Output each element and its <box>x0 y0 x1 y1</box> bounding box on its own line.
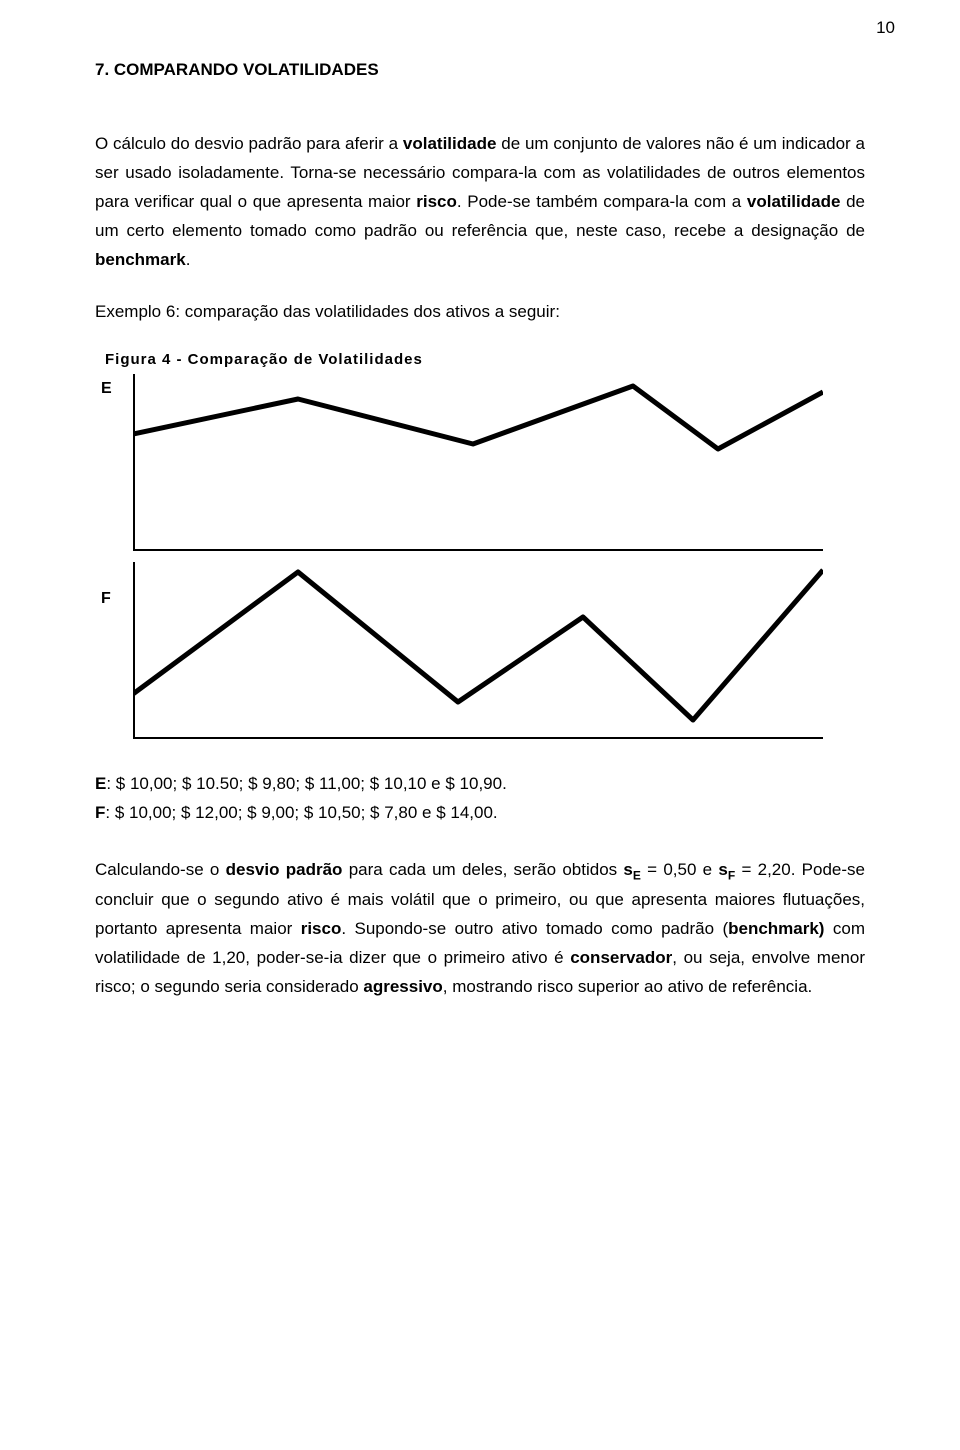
values: : $ 10,00; $ 10.50; $ 9,80; $ 11,00; $ 1… <box>106 774 506 793</box>
series-f-values: F: $ 10,00; $ 12,00; $ 9,00; $ 10,50; $ … <box>95 799 865 828</box>
text: , mostrando risco superior ao ativo de r… <box>443 977 812 996</box>
label: E <box>95 774 106 793</box>
text: Calculando-se o <box>95 860 226 879</box>
bold-text: risco <box>416 192 457 211</box>
paragraph-2: Exemplo 6: comparação das volatilidades … <box>95 298 865 327</box>
bold-text: s <box>623 860 632 879</box>
bold-text: s <box>718 860 727 879</box>
chart-label-e: E <box>95 374 133 398</box>
text: . Supondo-se outro ativo tomado como pad… <box>341 919 728 938</box>
chart-svg-e <box>133 374 823 552</box>
bold-text: volatilidade <box>403 134 497 153</box>
chart-row-e: E <box>95 374 865 552</box>
bold-text: benchmark) <box>728 919 824 938</box>
chart-label-f: F <box>95 562 133 608</box>
chart-svg-f <box>133 562 823 740</box>
label: F <box>95 803 105 822</box>
chart-title: Figura 4 - Comparação de Volatilidades <box>105 351 865 368</box>
text: para cada um deles, serão obtidos <box>342 860 623 879</box>
document-page: 10 7. COMPARANDO VOLATILIDADES O cálculo… <box>0 0 960 1450</box>
series-e-values: E: $ 10,00; $ 10.50; $ 9,80; $ 11,00; $ … <box>95 770 865 799</box>
bold-text: desvio padrão <box>226 860 343 879</box>
values: : $ 10,00; $ 12,00; $ 9,00; $ 10,50; $ 7… <box>105 803 497 822</box>
volatility-chart: Figura 4 - Comparação de Volatilidades E… <box>95 351 865 740</box>
paragraph-1: O cálculo do desvio padrão para aferir a… <box>95 130 865 274</box>
section-heading: 7. COMPARANDO VOLATILIDADES <box>95 60 865 80</box>
text: . <box>186 250 191 269</box>
paragraph-3: Calculando-se o desvio padrão para cada … <box>95 856 865 1001</box>
subscript: E <box>633 869 641 883</box>
bold-text: risco <box>301 919 342 938</box>
text: O cálculo do desvio padrão para aferir a <box>95 134 403 153</box>
text: = 0,50 e <box>641 860 718 879</box>
bold-text: volatilidade <box>747 192 841 211</box>
bold-text: benchmark <box>95 250 186 269</box>
chart-row-f: F <box>95 562 865 740</box>
page-number: 10 <box>876 18 895 38</box>
bold-text: agressivo <box>363 977 442 996</box>
text: . Pode-se também compara-la com a <box>457 192 747 211</box>
bold-text: conservador <box>570 948 672 967</box>
data-values: E: $ 10,00; $ 10.50; $ 9,80; $ 11,00; $ … <box>95 770 865 828</box>
